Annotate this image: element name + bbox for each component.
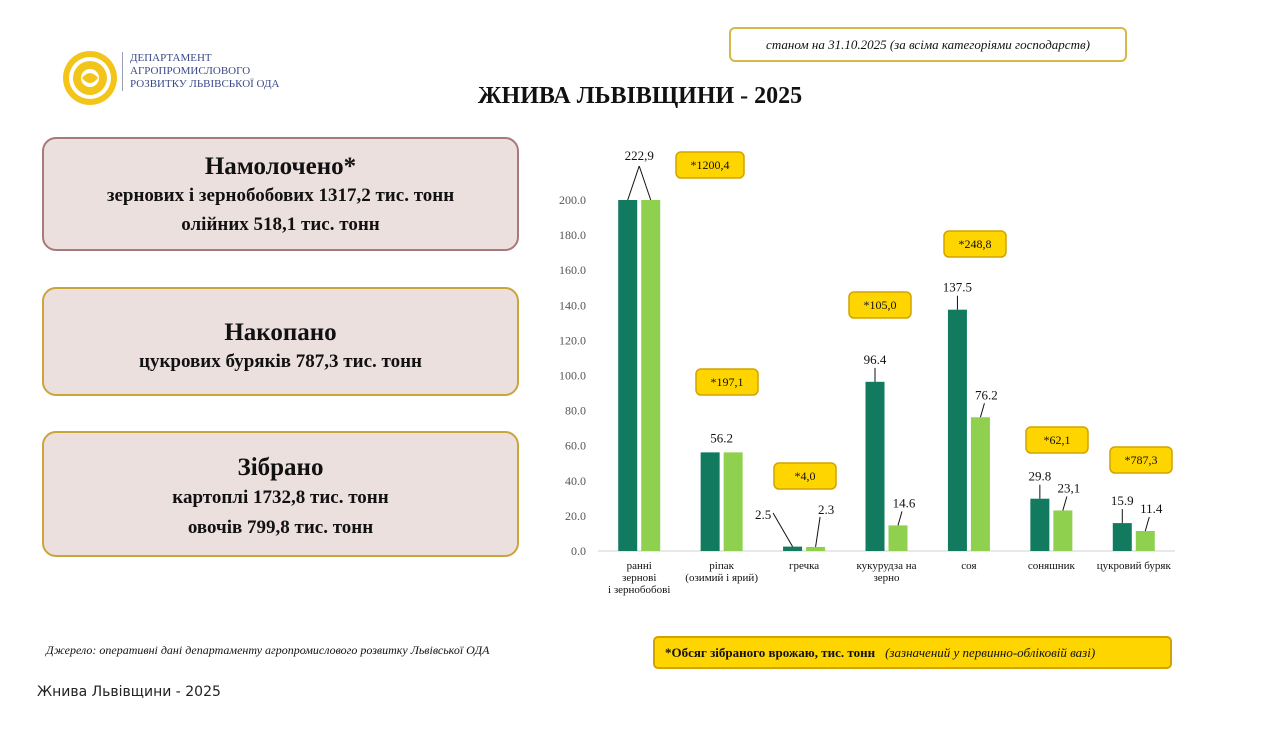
y-tick-label: 200.0 xyxy=(559,193,586,207)
annotation-box xyxy=(695,368,759,396)
bar xyxy=(947,309,967,551)
card-line: картоплі 1732,8 тис. тонн xyxy=(172,487,389,508)
annotation-box xyxy=(675,151,745,179)
annotation-box xyxy=(1109,446,1173,474)
value-leader xyxy=(815,516,821,548)
value-label: 15.9 xyxy=(1111,493,1134,508)
card-line: олійних 518,1 тис. тонн xyxy=(181,214,380,235)
y-tick-label: 20.0 xyxy=(565,509,586,523)
x-category-label: (озимий і ярий) xyxy=(685,572,758,584)
annotation-label: *248,8 xyxy=(959,237,992,251)
dept-line: агропромислового xyxy=(130,65,251,77)
y-tick-label: 160.0 xyxy=(559,263,586,277)
value-leader xyxy=(979,403,985,418)
card-heading: Накопано xyxy=(224,319,337,346)
annotation-box xyxy=(848,291,912,319)
value-label: 76.2 xyxy=(975,387,998,402)
value-label: 23,1 xyxy=(1057,480,1080,495)
harvested-card: Зібрано картоплі 1732,8 тис. тонн овочів… xyxy=(42,431,519,557)
bar xyxy=(1112,523,1132,551)
department-logo xyxy=(63,51,117,105)
annotation-label: *4,0 xyxy=(795,469,816,483)
value-label: 137.5 xyxy=(943,280,972,295)
card-line: овочів 799,8 тис. тонн xyxy=(187,517,374,538)
value-leader xyxy=(772,512,794,547)
x-category-label: і зернобобові xyxy=(608,584,670,596)
value-label: 14.6 xyxy=(893,495,916,510)
bar xyxy=(888,525,908,551)
y-tick-label: 60.0 xyxy=(565,439,586,453)
dept-line: Департамент xyxy=(130,52,212,64)
value-leader xyxy=(627,165,652,201)
x-category-label: ранні xyxy=(627,560,652,572)
x-category-label: зерно xyxy=(873,572,900,584)
footnote-box: *Обсяг зібраного врожаю, тис. тонн (зазн… xyxy=(653,636,1172,669)
y-tick-label: 140.0 xyxy=(559,298,586,312)
x-category-label: цукровий буряк xyxy=(1097,560,1172,572)
value-label: 96.4 xyxy=(864,352,887,367)
dug-card: Накопано цукрових буряків 787,3 тис. тон… xyxy=(42,287,519,396)
y-tick-label: 120.0 xyxy=(559,333,586,347)
card-line: зернових і зернобобових 1317,2 тис. тонн xyxy=(106,185,455,206)
x-category-label: зернові xyxy=(622,572,656,584)
source-note: Джерело: оперативні дані департаменту аг… xyxy=(46,643,490,657)
value-leader xyxy=(1144,516,1150,532)
y-tick-label: 40.0 xyxy=(565,474,586,488)
y-tick-label: 100.0 xyxy=(559,369,586,383)
date-note: станом на 31.10.2025 (за всіма категорія… xyxy=(729,27,1127,62)
harvest-bar-chart: 0.0 20.0 40.0 60.0 80.0 100.0 120.0 140.0 160.0 1… xyxy=(559,148,1175,596)
annotation-box xyxy=(1025,426,1089,454)
annotation-label: *1200,4 xyxy=(691,158,730,172)
value-leader xyxy=(1062,496,1068,511)
image-caption: Жнива Львівщини - 2025 xyxy=(37,684,221,700)
bar xyxy=(783,546,803,551)
bar xyxy=(1053,510,1073,551)
value-label: 222,9 xyxy=(625,148,654,163)
bar xyxy=(1030,498,1050,551)
threshed-card: Намолочено* зернових і зернобобових 1317… xyxy=(42,137,519,251)
y-tick-label: 180.0 xyxy=(559,228,586,242)
annotation-label: *787,3 xyxy=(1125,453,1158,467)
value-label: 56.2 xyxy=(710,430,733,445)
bar xyxy=(1135,530,1155,551)
x-category-label: соя xyxy=(961,560,976,572)
bar xyxy=(641,200,661,551)
bar xyxy=(723,452,743,551)
x-category-label: гречка xyxy=(789,560,819,572)
value-label: 29.8 xyxy=(1028,469,1051,484)
card-line: цукрових буряків 787,3 тис. тонн xyxy=(139,351,422,372)
footnote-bold: *Обсяг зібраного врожаю, тис. тонн xyxy=(665,644,876,660)
annotation-box xyxy=(773,462,837,490)
bar xyxy=(806,546,826,551)
value-label: 2.3 xyxy=(818,502,834,517)
bar xyxy=(618,200,638,551)
x-category-label: соняшник xyxy=(1028,560,1076,572)
bar xyxy=(700,452,720,551)
bar xyxy=(970,417,990,551)
y-tick-label: 0.0 xyxy=(571,544,586,558)
y-tick-label: 80.0 xyxy=(565,404,586,418)
value-leader xyxy=(897,511,903,526)
x-category-label: ріпак xyxy=(709,560,734,572)
annotation-label: *197,1 xyxy=(711,375,744,389)
annotation-label: *105,0 xyxy=(864,298,897,312)
card-heading: Зібрано xyxy=(237,454,324,481)
footnote-italic: (зазначений у первинно-обліковій вазі) xyxy=(885,644,1096,660)
x-category-label: кукурудза на xyxy=(856,560,916,572)
value-label: 2.5 xyxy=(755,507,771,522)
dept-line: розвитку Львівської ОДА xyxy=(130,78,280,90)
annotation-box xyxy=(943,230,1007,258)
bar xyxy=(865,381,885,551)
annotation-label: *62,1 xyxy=(1044,433,1071,447)
card-heading: Намолочено* xyxy=(204,153,357,180)
department-name: Департамент агропромислового розвитку Ль… xyxy=(122,52,279,91)
page-title: ЖНИВА ЛЬВІВЩИНИ - 2025 xyxy=(477,83,803,109)
value-label: 11.4 xyxy=(1140,501,1163,516)
